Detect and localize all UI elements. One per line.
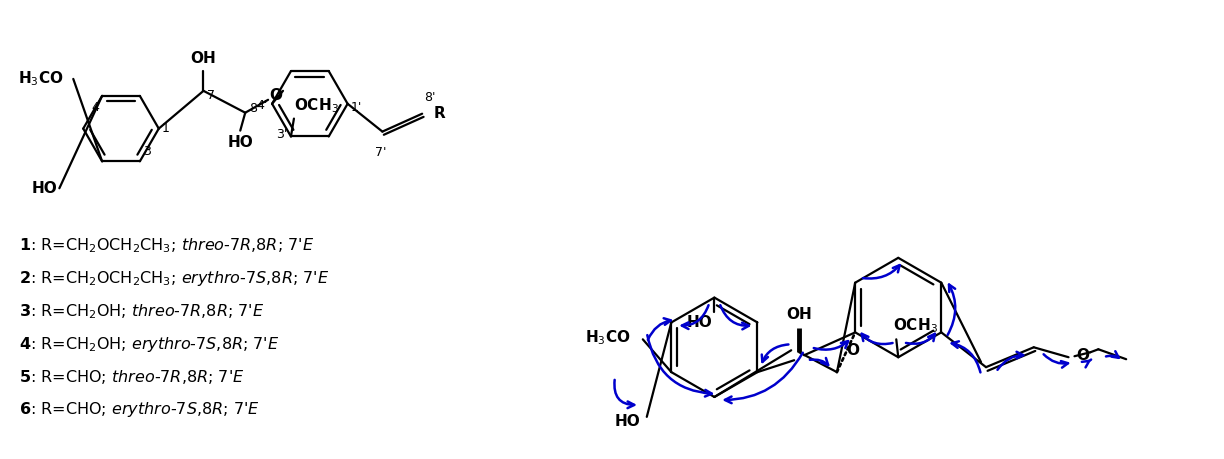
Text: 4': 4': [257, 99, 268, 112]
Text: $\bf{3}$: R=CH$_2$OH; $\it{threo}$-7$\it{R}$,8$\it{R}$; 7'$\it{E}$: $\bf{3}$: R=CH$_2$OH; $\it{threo}$-7$\it…: [18, 302, 264, 321]
Text: 8': 8': [425, 91, 436, 104]
Text: 1': 1': [350, 101, 362, 114]
Text: $\bf{1}$: R=CH$_2$OCH$_2$CH$_3$; $\it{threo}$-7$\it{R}$,8$\it{R}$; 7'$\it{E}$: $\bf{1}$: R=CH$_2$OCH$_2$CH$_3$; $\it{th…: [18, 236, 313, 255]
Text: R: R: [435, 106, 446, 121]
Text: HO: HO: [687, 315, 712, 330]
Text: OCH$_3$: OCH$_3$: [894, 317, 939, 336]
Text: H$_3$CO: H$_3$CO: [17, 70, 64, 88]
Text: O: O: [1076, 348, 1089, 363]
Text: O: O: [269, 88, 283, 103]
Text: 7: 7: [207, 90, 215, 102]
Text: OCH$_3$: OCH$_3$: [294, 96, 339, 115]
Text: O: O: [847, 343, 859, 358]
Text: 1: 1: [162, 122, 170, 135]
Text: 8: 8: [250, 102, 257, 115]
Text: 4: 4: [92, 101, 99, 114]
Text: 7': 7': [375, 146, 386, 158]
Text: 3: 3: [143, 146, 151, 158]
Text: H$_3$CO: H$_3$CO: [585, 328, 630, 347]
Text: OH: OH: [786, 308, 812, 322]
Text: $\bf{5}$: R=CHO; $\it{threo}$-7$\it{R}$,8$\it{R}$; 7'$\it{E}$: $\bf{5}$: R=CHO; $\it{threo}$-7$\it{R}$,…: [18, 368, 245, 386]
Text: $\bf{6}$: R=CHO; $\it{erythro}$-7$\it{S}$,8$\it{R}$; 7'$\it{E}$: $\bf{6}$: R=CHO; $\it{erythro}$-7$\it{S}…: [18, 400, 259, 420]
Text: HO: HO: [228, 134, 253, 150]
Text: 3': 3': [275, 128, 286, 141]
Text: OH: OH: [191, 51, 217, 66]
Text: $\bf{2}$: R=CH$_2$OCH$_2$CH$_3$; $\it{erythro}$-7$\it{S}$,8$\it{R}$; 7'$\it{E}$: $\bf{2}$: R=CH$_2$OCH$_2$CH$_3$; $\it{er…: [18, 269, 329, 288]
Text: HO: HO: [614, 414, 640, 429]
Text: $\bf{4}$: R=CH$_2$OH; $\it{erythro}$-7$\it{S}$,8$\it{R}$; 7'$\it{E}$: $\bf{4}$: R=CH$_2$OH; $\it{erythro}$-7$\…: [18, 335, 279, 354]
Text: HO: HO: [32, 181, 58, 196]
